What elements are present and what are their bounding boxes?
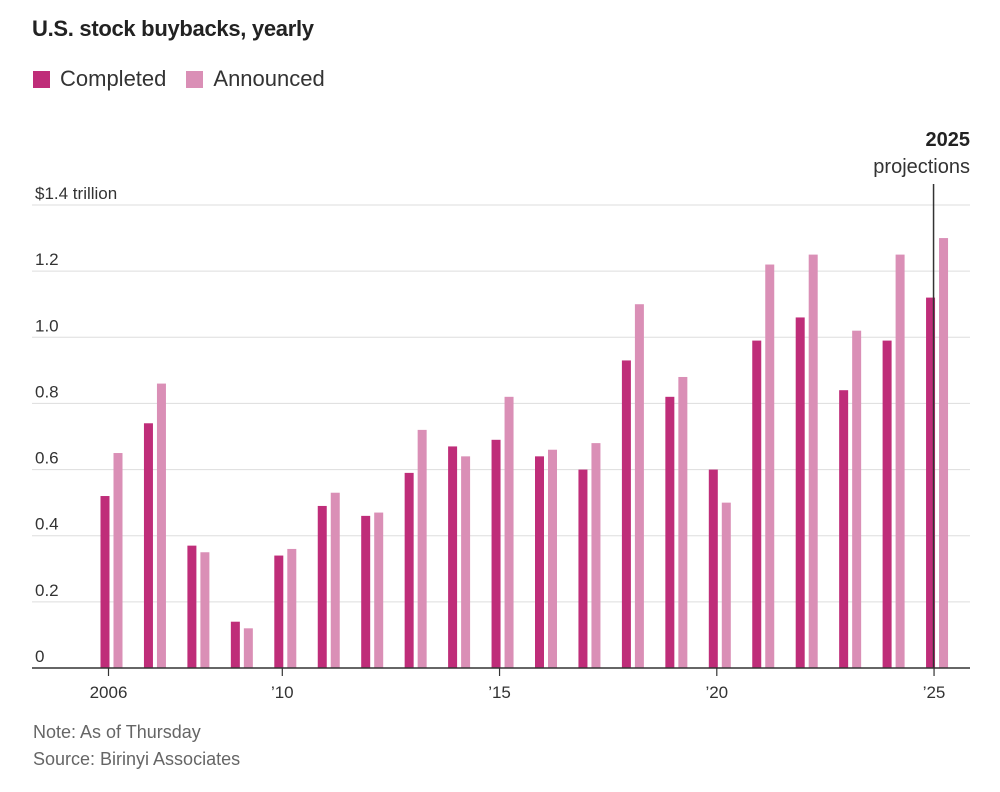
bar-completed <box>621 360 631 668</box>
bar-completed <box>795 317 805 668</box>
annotation-year: 2025 <box>926 129 971 151</box>
bars <box>100 238 949 669</box>
y-tick-label: 1.0 <box>35 316 59 335</box>
bar-completed <box>578 469 588 668</box>
bar-completed <box>839 390 849 668</box>
announced-swatch-icon <box>186 70 204 88</box>
x-tick-label: ’10 <box>271 683 294 702</box>
annotation-text: projections <box>873 156 970 178</box>
bar-announced <box>243 628 253 668</box>
y-tick-label: 0 <box>35 647 44 666</box>
legend-item-completed: Completed <box>33 66 166 92</box>
bar-announced <box>156 383 166 668</box>
legend: Completed Announced <box>33 66 345 92</box>
chart-title: U.S. stock buybacks, yearly <box>32 16 314 41</box>
gridlines: 0 0.2 0.4 0.6 0.8 1.0 1.2 $1.4 trillion <box>32 184 970 666</box>
bar-completed <box>882 340 892 668</box>
bar-announced <box>417 429 427 668</box>
bar-completed <box>448 446 458 668</box>
x-tick-label: ’25 <box>923 683 946 702</box>
x-tick-label: 2006 <box>90 683 128 702</box>
bar-announced <box>330 492 340 668</box>
bar-completed <box>491 439 501 668</box>
bar-announced <box>461 456 471 668</box>
y-tick-label: 0.4 <box>35 515 59 534</box>
bar-announced <box>374 512 384 668</box>
y-tick-label: 1.2 <box>35 250 59 269</box>
y-tick-label: 0.8 <box>35 382 59 401</box>
bar-announced <box>808 254 818 668</box>
bar-announced <box>895 254 905 668</box>
bar-completed <box>665 396 675 668</box>
annotation: 2025 projections <box>873 129 970 668</box>
legend-label-announced: Announced <box>213 66 325 91</box>
bar-completed <box>708 469 718 668</box>
bar-announced <box>678 376 688 668</box>
bar-announced <box>939 238 949 669</box>
bar-announced <box>113 453 123 668</box>
x-tick-label: ’15 <box>488 683 511 702</box>
bar-announced <box>591 443 601 668</box>
bar-completed <box>143 423 153 668</box>
bar-announced <box>634 304 644 668</box>
bar-announced <box>765 264 775 668</box>
bar-completed <box>100 496 110 668</box>
y-tick-label: 0.6 <box>35 449 59 468</box>
bar-completed <box>535 456 544 668</box>
x-tick-label: ’20 <box>705 683 728 702</box>
source-note: Source: Birinyi Associates <box>33 749 241 769</box>
bar-completed <box>361 515 371 668</box>
bar-announced <box>504 396 514 668</box>
y-tick-label: 0.2 <box>35 581 59 600</box>
bar-announced <box>548 449 557 668</box>
bar-completed <box>404 472 414 668</box>
legend-label-completed: Completed <box>60 66 167 91</box>
y-tick-label: $1.4 trillion <box>35 184 117 203</box>
legend-item-announced: Announced <box>186 66 325 92</box>
bar-announced <box>852 330 862 668</box>
bar-completed <box>926 297 936 668</box>
bar-completed <box>752 340 762 668</box>
bar-completed <box>317 505 327 668</box>
footnote: Note: As of Thursday <box>33 722 201 742</box>
axes: 2006 ’10 ’15 ’20 ’25 <box>32 667 970 702</box>
bar-announced <box>721 502 731 668</box>
bar-announced <box>287 548 297 668</box>
bar-completed <box>274 555 284 668</box>
completed-swatch-icon <box>33 70 50 88</box>
bar-announced <box>200 552 210 668</box>
bar-completed <box>230 621 240 668</box>
bar-completed <box>187 545 197 668</box>
